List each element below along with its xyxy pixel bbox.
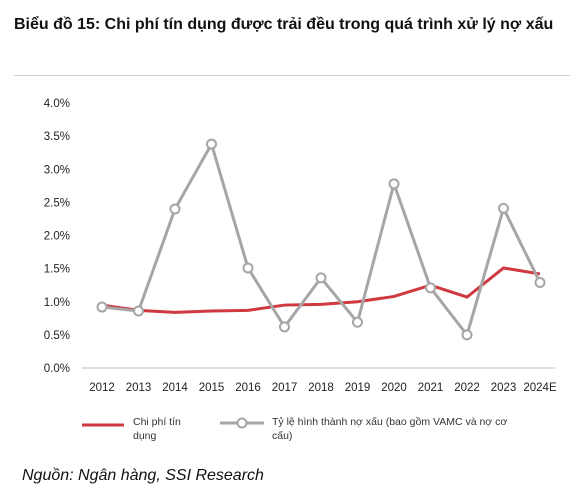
data-point-npl-formation xyxy=(169,203,181,215)
series-line-credit-cost xyxy=(101,266,541,314)
data-point-npl-formation xyxy=(133,305,144,317)
data-point-npl-formation xyxy=(425,282,436,294)
series-line-npl-formation xyxy=(101,140,542,339)
title-divider xyxy=(14,75,570,76)
y-tick-label: 4.0% xyxy=(44,98,70,110)
data-point-npl-formation xyxy=(461,329,473,341)
x-tick-label: 2023 xyxy=(491,382,517,394)
data-point-npl-formation xyxy=(534,277,546,289)
y-axis-ticks: 0.0% 0.5% 1.0% 1.5% 2.0% 2.5% 3.0% 3.5% 4.0% xyxy=(44,98,70,375)
data-point-npl-formation xyxy=(315,272,327,284)
source-note: Nguồn: Ngân hàng, SSI Research xyxy=(22,467,264,484)
chart-title: Biểu đồ 15: Chi phí tín dụng được trải đ… xyxy=(14,16,554,33)
x-tick-label: 2016 xyxy=(235,382,261,394)
data-point-npl-formation xyxy=(206,138,217,150)
legend-swatch-credit-cost xyxy=(82,423,124,427)
y-tick-label: 2.5% xyxy=(44,197,70,209)
legend: Chi phí tín dụng Tỷ lệ hình thành nợ xấu… xyxy=(0,415,583,455)
x-tick-label: 2015 xyxy=(199,382,225,394)
y-tick-label: 3.5% xyxy=(44,131,70,143)
series-group xyxy=(96,138,546,341)
y-tick-label: 3.0% xyxy=(44,164,70,176)
legend-label-credit-cost: Chi phí tín dụng xyxy=(133,415,181,443)
data-point-npl-formation xyxy=(388,178,400,190)
data-point-npl-formation xyxy=(242,262,254,274)
legend-label-credit-cost-line2: dụng xyxy=(133,430,157,442)
y-tick-label: 2.0% xyxy=(44,231,70,243)
legend-swatch-npl-formation xyxy=(220,417,264,429)
data-point-npl-formation xyxy=(352,316,363,328)
x-tick-label: 2019 xyxy=(345,382,371,394)
data-point-npl-formation xyxy=(498,202,509,214)
legend-label-npl-formation-line2: cấu) xyxy=(272,430,293,442)
line-chart: 0.0% 0.5% 1.0% 1.5% 2.0% 2.5% 3.0% 3.5% 4.0% 201… xyxy=(44,98,557,394)
x-tick-label: 2013 xyxy=(126,382,152,394)
x-tick-label: 2021 xyxy=(418,382,444,394)
x-tick-label: 2020 xyxy=(381,382,407,394)
x-tick-label: 2018 xyxy=(308,382,334,394)
x-tick-label: 2012 xyxy=(89,382,115,394)
x-tick-label: 2022 xyxy=(454,382,480,394)
x-axis-ticks: 2012 2013 2014 2015 2016 2017 2018 2019 2020 2021… xyxy=(89,382,557,394)
y-tick-label: 0.0% xyxy=(44,363,70,375)
legend-label-npl-formation-line1: Tỷ lệ hình thành nợ xấu (bao gồm VAMC và… xyxy=(272,416,508,428)
y-tick-label: 1.5% xyxy=(44,264,70,276)
x-tick-label: 2024E xyxy=(523,382,557,394)
legend-label-credit-cost-line1: Chi phí tín xyxy=(133,416,181,428)
legend-label-npl-formation: Tỷ lệ hình thành nợ xấu (bao gồm VAMC và… xyxy=(272,415,507,443)
y-tick-label: 0.5% xyxy=(44,330,70,342)
data-point-npl-formation xyxy=(279,321,290,333)
y-tick-label: 1.0% xyxy=(44,297,70,309)
data-point-npl-formation xyxy=(96,301,108,313)
x-tick-label: 2014 xyxy=(162,382,188,394)
x-tick-label: 2017 xyxy=(272,382,298,394)
